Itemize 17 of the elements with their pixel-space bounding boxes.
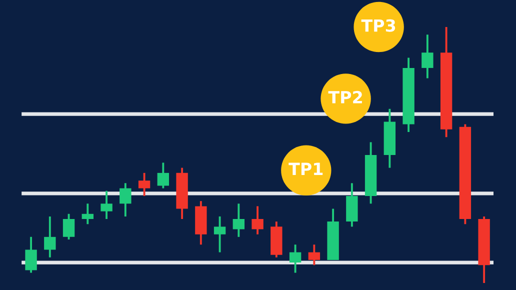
candlestick — [252, 205, 264, 236]
annotation: TP3 — [361, 19, 396, 32]
candlestick — [82, 202, 94, 226]
candlestick — [138, 172, 150, 197]
candlestick — [120, 182, 132, 218]
candlestick — [422, 34, 434, 80]
candlestick — [62, 212, 75, 240]
candlestick — [214, 215, 226, 254]
candlestick — [25, 236, 37, 274]
candlestick — [100, 190, 112, 220]
candlestick — [44, 215, 56, 258]
candlestick — [157, 162, 170, 190]
candlestick — [232, 202, 245, 238]
candlestick — [308, 244, 320, 266]
annotation: TP1 — [288, 162, 323, 175]
annotation: TP2 — [328, 90, 362, 104]
candlestick — [289, 244, 302, 274]
